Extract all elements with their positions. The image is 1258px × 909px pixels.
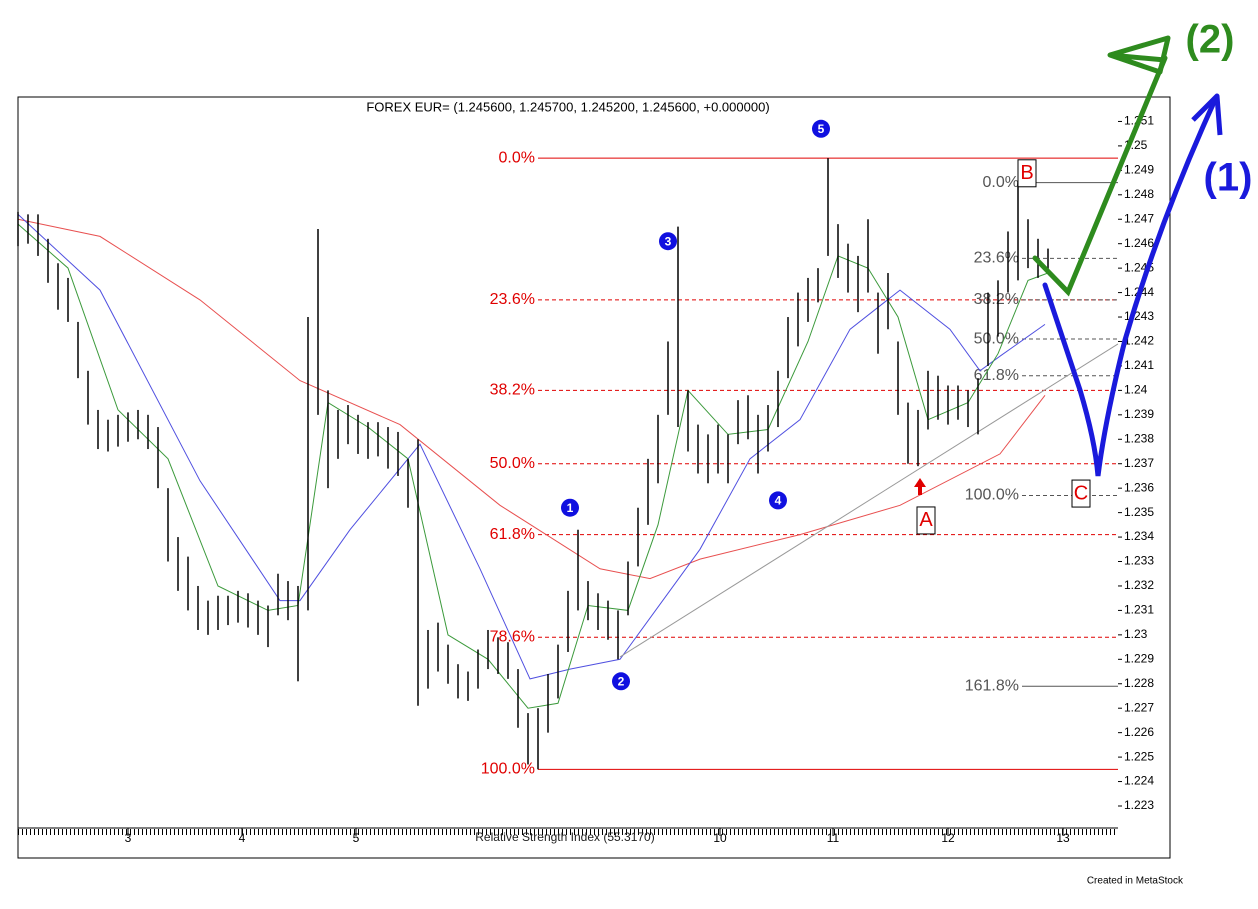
y-tick-label: 1.226 xyxy=(1124,725,1154,739)
y-tick-label: 1.228 xyxy=(1124,676,1154,690)
x-tick-label: 12 xyxy=(941,831,955,845)
y-tick-label: 1.231 xyxy=(1124,603,1154,617)
wave-box xyxy=(1017,159,1037,188)
wave-label: 3 xyxy=(665,234,672,248)
correction-label: A xyxy=(919,509,933,531)
fib-label: 38.2% xyxy=(490,382,535,399)
y-tick-label: 1.233 xyxy=(1124,554,1154,568)
y-tick-label: 1.248 xyxy=(1124,187,1154,201)
fib-label: 61.8% xyxy=(490,526,535,543)
blue-sketch xyxy=(1042,97,1218,477)
y-tick-label: 1.242 xyxy=(1124,334,1154,348)
wave-label: 2 xyxy=(618,674,625,688)
handwritten-label: (2) xyxy=(1186,18,1235,62)
x-tick-label: 10 xyxy=(713,831,727,845)
y-tick-label: 1.23 xyxy=(1124,627,1148,641)
wave-label: 5 xyxy=(818,122,825,136)
x-tick-label: 5 xyxy=(353,831,360,845)
wave-box xyxy=(1071,479,1091,508)
fib-label: 0.0% xyxy=(499,149,535,166)
y-tick-label: 1.224 xyxy=(1124,774,1154,788)
y-tick-label: 1.227 xyxy=(1124,700,1154,714)
handwritten-label: (1) xyxy=(1204,156,1253,200)
blue-arrowhead xyxy=(1191,93,1223,136)
fib-label: 38.2% xyxy=(974,291,1019,308)
x-tick-label: 11 xyxy=(827,831,840,845)
y-tick-label: 1.237 xyxy=(1124,456,1154,470)
series-line xyxy=(17,214,1046,680)
y-tick-label: 1.239 xyxy=(1124,407,1154,421)
wave-label: 1 xyxy=(567,501,574,515)
correction-label: C xyxy=(1074,482,1088,504)
arrow xyxy=(914,477,926,495)
x-tick-label: 4 xyxy=(239,831,246,845)
y-tick-label: 1.223 xyxy=(1124,798,1154,812)
chart-frame xyxy=(17,96,1171,859)
series-line xyxy=(619,343,1119,658)
green-arrowhead xyxy=(1107,35,1171,75)
wave-marker xyxy=(561,498,579,517)
y-tick-label: 1.238 xyxy=(1124,431,1154,445)
wave-marker xyxy=(659,232,677,251)
fib-label: 0.0% xyxy=(983,174,1019,191)
fib-label: 23.6% xyxy=(974,250,1019,267)
fib-label: 23.6% xyxy=(490,291,535,308)
y-tick-label: 1.249 xyxy=(1124,163,1154,177)
y-tick-label: 1.235 xyxy=(1124,505,1154,519)
fib-label: 50.0% xyxy=(490,455,535,472)
wave-marker xyxy=(769,491,787,510)
y-tick-label: 1.246 xyxy=(1124,236,1154,250)
fib-label: 61.8% xyxy=(974,367,1019,384)
fib-label: 78.6% xyxy=(490,629,535,646)
y-tick-label: 1.247 xyxy=(1124,211,1154,225)
footer: Created in MetaStock xyxy=(1087,876,1184,887)
fib-label: 100.0% xyxy=(965,487,1019,504)
plot: 1.2231.2241.2251.2261.2271.2281.2291.231… xyxy=(17,114,1154,845)
green-sketch xyxy=(1032,55,1168,297)
fib-label: 100.0% xyxy=(481,761,535,778)
x-tick-label: 3 xyxy=(125,831,132,845)
wave-marker xyxy=(812,119,830,138)
fib-label: 50.0% xyxy=(974,330,1019,347)
wave-label: 4 xyxy=(775,494,782,508)
wave-box xyxy=(916,506,936,535)
y-tick-label: 1.241 xyxy=(1124,358,1154,372)
y-tick-label: 1.236 xyxy=(1124,480,1154,494)
y-tick-label: 1.24 xyxy=(1124,383,1148,397)
wave-marker xyxy=(612,672,630,691)
y-tick-label: 1.232 xyxy=(1124,578,1154,592)
x-tick-label: 13 xyxy=(1056,831,1070,845)
chart-title: FOREX EUR= (1.245600, 1.245700, 1.245200… xyxy=(366,99,769,114)
y-tick-label: 1.234 xyxy=(1124,529,1154,543)
fib-label: 161.8% xyxy=(965,677,1019,694)
series-line xyxy=(17,218,1046,580)
y-tick-label: 1.225 xyxy=(1124,749,1154,763)
indicator-label: Relative Strength Index (55.3170) xyxy=(475,830,654,844)
y-tick-label: 1.229 xyxy=(1124,651,1154,665)
correction-label: B xyxy=(1020,162,1033,184)
